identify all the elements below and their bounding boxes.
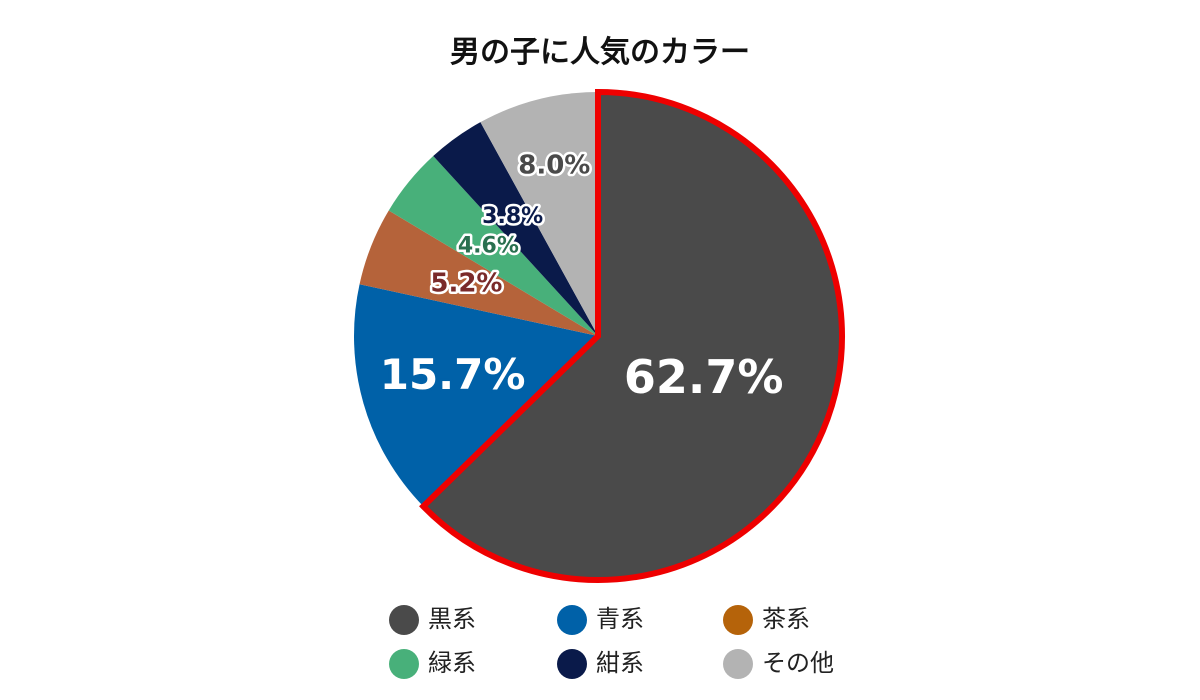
slice-label-0: 62.7% [624,350,784,404]
legend-label-0: 黒系 [428,605,476,633]
pie-slice-0 [423,92,842,580]
legend-item-4: 紺系 [557,649,644,679]
legend-swatch-3 [389,649,419,679]
legend-swatch-0 [389,605,419,635]
legend-item-5: その他 [723,649,834,679]
legend-item-1: 青系 [557,605,644,635]
legend-item-2: 茶系 [723,605,810,635]
legend-swatch-2 [723,605,753,635]
slice-label-3: 4.6% [458,233,519,258]
highlight-outline [419,88,845,583]
slice-label-1: 15.7% [380,350,526,399]
slice-label-5: 8.0% [518,150,590,180]
legend-label-2: 茶系 [762,605,810,633]
legend-item-3: 緑系 [389,649,476,679]
legend-label-4: 紺系 [596,649,644,677]
slice-labels: 62.7% 15.7% 5.2% 4.6% 3.8% 8.0% [377,148,787,407]
legend-label-5: その他 [762,649,834,677]
legend-label-1: 青系 [596,605,644,633]
chart-title: 男の子に人気のカラー [450,35,750,70]
legend-item-0: 黒系 [389,605,476,635]
pie-slices [353,92,842,580]
pie-slice-5 [480,92,598,336]
pie-slice-4 [433,122,598,336]
pie-slice-1 [353,284,598,507]
legend-label-3: 緑系 [428,649,476,677]
slice-label-4: 3.8% [482,204,543,229]
legend-swatch-5 [723,649,753,679]
pie-slice-3 [388,156,598,336]
pie-slice-2 [359,210,598,336]
legend-swatch-4 [557,649,587,679]
legend-swatch-1 [557,605,587,635]
slice-label-2: 5.2% [430,268,502,298]
